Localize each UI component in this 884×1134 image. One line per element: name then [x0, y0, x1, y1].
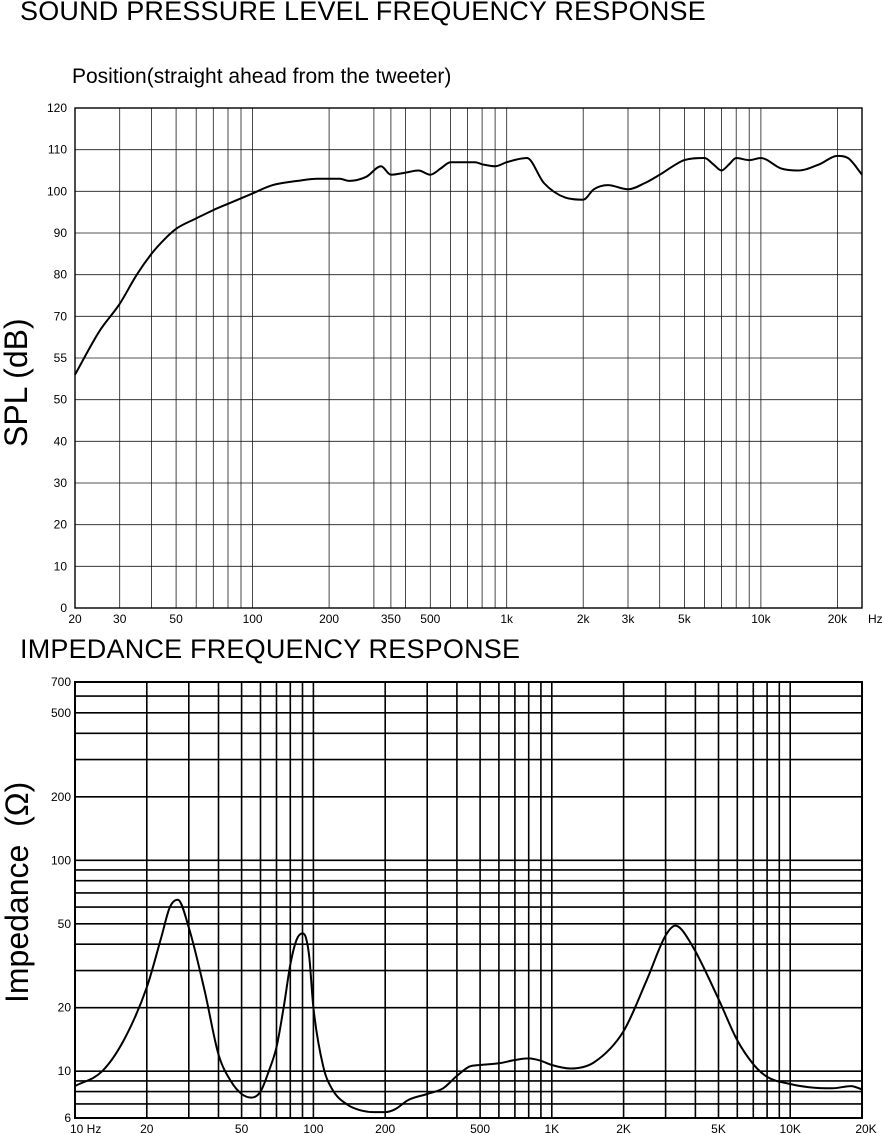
impedance-x-tick-label: 200 [375, 1122, 395, 1134]
spl-x-tick-label: 1k [500, 612, 514, 626]
spl-x-tick-label: 10k [751, 612, 771, 626]
spl-x-tick-label: 20 [68, 612, 82, 626]
spl-chart: 0 10 20 30 40 50 55 70 80 90 100 110 120 20 30 50 100 200… [47, 101, 883, 626]
spl-y-tick-label: 30 [54, 476, 68, 490]
impedance-x-tick-label: 10K [780, 1122, 801, 1134]
spl-x-tick-label: 350 [381, 612, 401, 626]
impedance-y-tick-label: 700 [51, 675, 71, 689]
spl-x-tick-label: 200 [319, 612, 339, 626]
spl-y-tick-label: 10 [54, 559, 68, 573]
spl-plot-frame [74, 107, 863, 609]
spl-response-curve [74, 154, 863, 376]
spl-x-tick-label: 500 [420, 612, 440, 626]
impedance-y-tick-label: 50 [58, 917, 72, 931]
spl-x-tick-label: 50 [169, 612, 183, 626]
spl-chart-title: SOUND PRESSURE LEVEL FREQUENCY RESPONSE [20, 0, 706, 26]
impedance-x-tick-label: 500 [470, 1122, 490, 1134]
impedance-x-tick-label: 100 [303, 1122, 323, 1134]
impedance-x-tick-label: 20K [855, 1122, 876, 1134]
impedance-y-tick-label: 10 [58, 1064, 72, 1078]
impedance-y-tick-label: 200 [51, 790, 71, 804]
spl-y-tick-label: 120 [47, 101, 67, 115]
impedance-x-tick-label: 10 Hz [70, 1122, 101, 1134]
impedance-y-tick-label: 100 [51, 853, 71, 867]
spl-y-tick-label: 40 [54, 434, 68, 448]
impedance-chart-title: IMPEDANCE FREQUENCY RESPONSE [20, 634, 521, 664]
impedance-y-tick-label: 500 [51, 706, 71, 720]
impedance-chart: 6 10 20 50 100 200 500 700 10 Hz 20 50 100 200 500 1K 2… [51, 675, 877, 1134]
impedance-x-tick-label: 50 [235, 1122, 249, 1134]
spl-x-tick-label: 3k [622, 612, 636, 626]
impedance-x-tick-label: 1K [544, 1122, 559, 1134]
impedance-x-tick-label: 2K [616, 1122, 631, 1134]
spl-y-tick-label: 110 [48, 143, 67, 157]
spl-x-tick-label: 2k [577, 612, 591, 626]
spl-y-tick-label: 100 [47, 184, 67, 198]
spl-y-tick-label: 80 [54, 268, 68, 282]
impedance-plot-frame [74, 681, 863, 1119]
spl-x-tick-label: 20k [828, 612, 848, 626]
spl-y-tick-label: 20 [54, 518, 68, 532]
impedance-x-tick-label: 20 [140, 1122, 154, 1134]
spl-x-tick-label: 100 [243, 612, 263, 626]
impedance-y-tick-label: 6 [64, 1111, 71, 1125]
spl-y-tick-label: 90 [54, 226, 68, 240]
impedance-y-tick-label: 20 [58, 1001, 72, 1015]
spl-chart-subtitle: Position(straight ahead from the tweeter… [72, 65, 452, 88]
spl-y-tick-label: 50 [54, 393, 68, 407]
spl-y-tick-label: 0 [60, 601, 67, 615]
impedance-response-curve [74, 898, 863, 1114]
spl-x-unit-label: Hz [868, 612, 883, 626]
impedance-x-tick-label: 5K [711, 1122, 726, 1134]
spl-x-tick-label: 30 [113, 612, 127, 626]
spl-y-tick-label: 55 [54, 351, 68, 365]
spl-y-tick-label: 70 [54, 309, 68, 323]
spl-x-tick-label: 5k [678, 612, 692, 626]
